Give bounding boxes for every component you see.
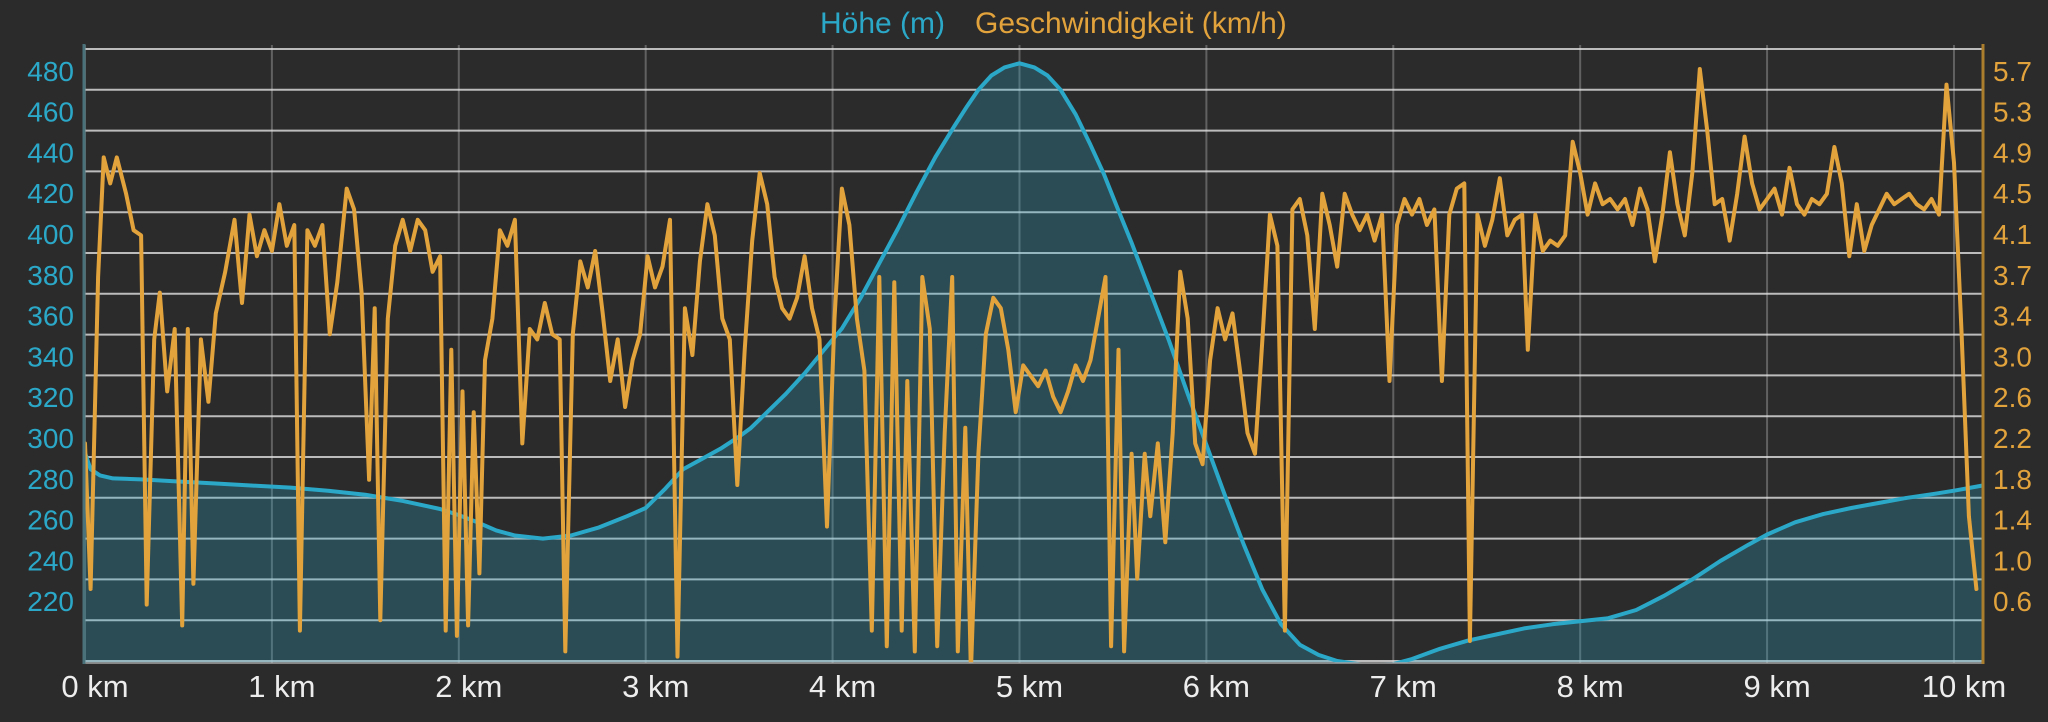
y-left-tick-220: 220 — [27, 586, 74, 617]
x-tick-10km: 10 km — [1922, 669, 2006, 704]
x-tick-2km: 2 km — [435, 669, 502, 704]
elevation-line — [84, 61, 1983, 663]
y-left-tick-280: 280 — [27, 464, 74, 495]
x-tick-9km: 9 km — [1743, 669, 1810, 704]
x-tick-7km: 7 km — [1370, 669, 1437, 704]
y-right-tick-2.2: 2.2 — [1993, 423, 2032, 454]
legend-speed[interactable]: Geschwindigkeit (km/h) — [975, 7, 1287, 40]
y-left-tick-240: 240 — [27, 545, 74, 576]
y-axis-right-labels: 5.7 5.3 4.9 4.5 4.1 3.7 3.4 3.0 2.6 2.2 1.8 1.4 1.0 0… — [1993, 56, 2032, 617]
y-right-tick-1.8: 1.8 — [1993, 464, 2032, 495]
y-left-tick-400: 400 — [27, 219, 74, 250]
y-left-tick-420: 420 — [27, 178, 74, 209]
y-left-tick-300: 300 — [27, 423, 74, 454]
y-left-tick-320: 320 — [27, 382, 74, 413]
y-left-tick-440: 440 — [27, 137, 74, 168]
y-right-tick-1.0: 1.0 — [1993, 545, 2032, 576]
y-left-tick-380: 380 — [27, 260, 74, 291]
x-tick-4km: 4 km — [809, 669, 876, 704]
x-tick-5km: 5 km — [996, 669, 1063, 704]
y-left-tick-480: 480 — [27, 56, 74, 87]
elevation-area — [85, 63, 1982, 663]
y-right-tick-1.4: 1.4 — [1993, 505, 2032, 536]
y-left-tick-360: 360 — [27, 301, 74, 332]
y-left-tick-460: 460 — [27, 97, 74, 128]
x-tick-3km: 3 km — [622, 669, 689, 704]
y-right-tick-3.4: 3.4 — [1993, 301, 2032, 332]
x-tick-0km: 0 km — [61, 669, 128, 704]
y-right-tick-3.7: 3.7 — [1993, 260, 2032, 291]
y-right-tick-0.6: 0.6 — [1993, 586, 2032, 617]
y-right-tick-5.7: 5.7 — [1993, 56, 2032, 87]
x-axis-labels: 0 km 1 km 2 km 3 km 4 km 5 km 6 km 7 km 8 km 9 km… — [61, 669, 2006, 704]
y-left-tick-260: 260 — [27, 505, 74, 536]
x-tick-1km: 1 km — [248, 669, 315, 704]
y-left-tick-340: 340 — [27, 341, 74, 372]
y-right-tick-5.3: 5.3 — [1993, 97, 2032, 128]
y-right-tick-4.5: 4.5 — [1993, 178, 2032, 209]
horizontal-gridlines — [84, 48, 1983, 662]
y-axis-left-labels: 480 460 440 420 400 380 360 340 320 300 280 260 240 2… — [27, 56, 74, 617]
x-tick-6km: 6 km — [1183, 669, 1250, 704]
speed-line — [84, 67, 1979, 663]
series-group — [84, 61, 1983, 663]
y-right-tick-2.6: 2.6 — [1993, 382, 2032, 413]
y-right-tick-4.9: 4.9 — [1993, 137, 2032, 168]
y-right-tick-3.0: 3.0 — [1993, 341, 2032, 372]
vertical-gridlines — [84, 45, 1955, 663]
x-tick-8km: 8 km — [1557, 669, 1624, 704]
y-right-tick-4.1: 4.1 — [1993, 219, 2032, 250]
legend-elevation[interactable]: Höhe (m) — [820, 7, 945, 40]
